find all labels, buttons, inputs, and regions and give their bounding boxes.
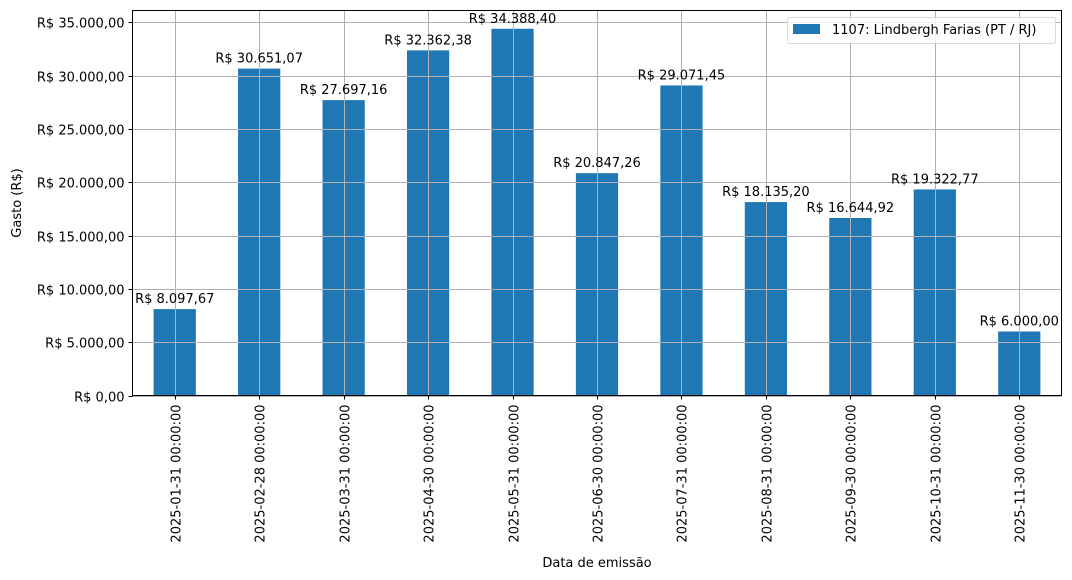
y-tick-label: R$ 15.000,00 [37,231,125,246]
legend-box [787,17,1056,44]
bar-value-label: R$ 20.847,26 [553,156,641,171]
bar-value-label: R$ 32.362,38 [384,33,472,48]
bar-value-label: R$ 16.644,92 [807,201,895,216]
bar-value-label: R$ 27.697,16 [300,83,388,98]
bar-value-label: R$ 34.388,40 [469,12,557,27]
bar [744,202,788,396]
y-tick-label: R$ 0,00 [74,391,124,406]
bar-value-label: R$ 30.651,07 [215,52,303,67]
x-tick-label: 2025-06-30 00:00:00 [592,405,607,543]
y-tick-label: R$ 20.000,00 [37,177,125,192]
x-tick-label: 2025-11-30 00:00:00 [1014,405,1029,543]
y-axis: R$ 0,00 R$ 5.000,00 R$ 10.000,00 R$ 15.000,… [37,17,133,406]
x-tick-label: 2025-07-31 00:00:00 [676,405,691,543]
x-tick-label: 2025-10-31 00:00:00 [930,405,945,543]
x-tick-label: 2025-03-31 00:00:00 [339,405,354,543]
x-gridlines-over [175,10,1020,396]
y-axis-title: Gasto (R$) [10,168,25,237]
y-tick-label: R$ 25.000,00 [37,124,125,139]
legend: 1107: Lindbergh Farias (PT / RJ) [787,17,1056,44]
y-tick-label: R$ 30.000,00 [37,71,125,86]
x-tick-label: 2025-01-31 00:00:00 [170,405,185,543]
x-tick-label: 2025-05-31 00:00:00 [508,405,523,543]
bar-value-label: R$ 29.071,45 [638,68,726,83]
legend-swatch [793,24,820,34]
x-axis: 2025-01-31 00:00:00 2025-02-28 00:00:00 20… [170,395,1029,543]
x-axis-title: Data de emissão [542,556,651,571]
bar-value-labels: R$ 8.097,67 R$ 30.651,07 R$ 27.697,16 R$ 32… [135,12,1059,330]
x-tick-label: 2025-09-30 00:00:00 [845,405,860,543]
bar [322,100,365,396]
legend-label: 1107: Lindbergh Farias (PT / RJ) [832,23,1036,38]
bar-value-label: R$ 19.322,77 [891,172,979,187]
y-tick-label: R$ 5.000,00 [45,337,124,352]
y-tick-label: R$ 10.000,00 [37,284,125,299]
bar-value-label: R$ 18.135,20 [722,185,810,200]
x-tick-label: 2025-04-30 00:00:00 [423,405,438,543]
x-tick-label: 2025-08-31 00:00:00 [761,405,776,543]
y-gridlines-over [132,22,1062,397]
bar-value-label: R$ 8.097,67 [135,292,214,307]
bar [491,28,534,396]
bar [913,189,956,396]
bar [153,309,196,396]
x-tick-label: 2025-02-28 00:00:00 [254,405,269,543]
y-tick-label: R$ 35.000,00 [37,17,125,32]
bar-value-label: R$ 6.000,00 [980,315,1059,330]
